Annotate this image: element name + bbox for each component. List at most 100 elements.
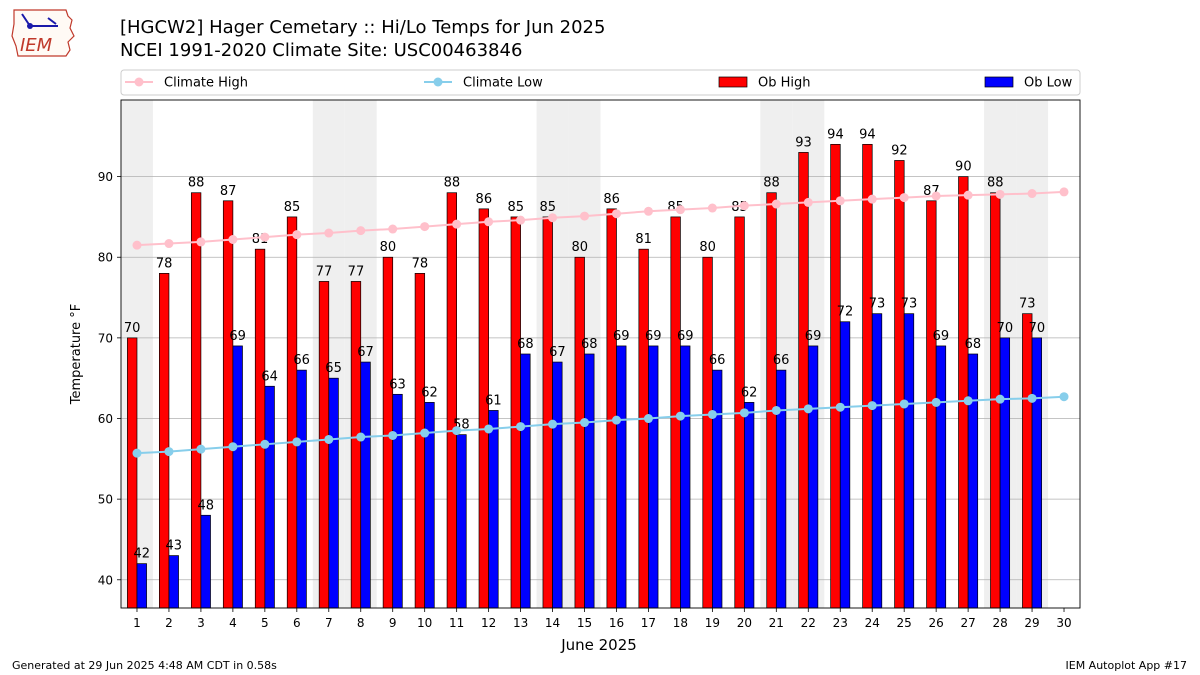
ob-low-label: 69 [229,329,246,344]
climate-low-point [356,432,366,442]
ob-low-label: 69 [933,329,950,344]
ob-high-label: 80 [571,240,588,255]
climate-high-point [1059,187,1069,197]
ob-high-label: 85 [539,200,556,215]
legend-bar-swatch [718,76,748,88]
ob-low-bar [328,377,339,609]
ob-low-label: 64 [261,369,278,384]
climate-low-point [1059,392,1069,402]
iem-logo: IEM [8,6,82,58]
climate-low-point [995,394,1005,404]
x-tick-label: 20 [737,616,752,630]
ob-high-label: 77 [348,264,365,279]
ob-high-bar [222,200,234,609]
ob-low-label: 42 [134,547,151,562]
climate-high-point [452,219,462,229]
legend-label: Ob High [758,76,811,91]
climate-high-point [867,194,877,204]
ob-low-bar [200,514,211,609]
climate-low-point [196,444,206,454]
ob-high-label: 78 [156,256,173,271]
climate-high-point [739,201,749,211]
ob-low-label: 66 [709,353,726,368]
y-tick-label: 90 [98,170,113,184]
ob-low-label: 68 [581,337,598,352]
climate-high-point [516,215,526,225]
page-title: [HGCW2] Hager Cemetary :: Hi/Lo Temps fo… [120,17,606,38]
legend-bar-swatch [984,76,1014,88]
ob-low-label: 70 [1029,321,1046,336]
legend-marker [433,77,443,87]
x-tick-label: 12 [481,616,496,630]
ob-low-label: 69 [645,329,662,344]
climate-high-line [136,190,1065,247]
ob-high-bar [542,216,553,609]
climate-high-point [132,240,142,250]
climate-low-point [931,397,941,407]
x-tick-label: 3 [197,616,205,630]
climate-high-point [292,230,302,240]
legend-box [120,69,1081,96]
ob-high-label: 73 [1019,297,1036,312]
climate-high-point [324,228,334,238]
climate-high-point [835,196,845,206]
ob-low-label: 69 [677,329,694,344]
x-tick-label: 1 [133,616,141,630]
x-tick-label: 15 [577,616,592,630]
climate-low-point [548,419,558,429]
y-tick-label: 80 [98,251,113,265]
x-tick-label: 23 [833,616,848,630]
x-tick-label: 25 [897,616,912,630]
ob-low-bar [967,353,979,609]
ob-low-label: 73 [901,297,918,312]
ob-high-label: 87 [220,184,237,199]
ob-high-label: 94 [827,127,844,142]
x-tick-label: 5 [261,616,269,630]
ob-high-bar [190,192,202,609]
ob-low-bar [296,369,307,609]
climate-low-point [452,426,462,436]
legend-marker [134,77,144,87]
climate-low-point [643,414,653,424]
ob-low-bar [264,385,275,609]
climate-low-point [132,448,142,458]
chart-legend: Climate High Climate Low Ob High Ob Low [120,69,1081,96]
x-tick-label: 9 [389,616,397,630]
ob-high-bar [159,273,170,609]
ob-low-label: 66 [773,353,790,368]
ob-high-bar [127,337,138,609]
logo-text: IEM [20,35,53,56]
ob-low-label: 69 [613,329,630,344]
climate-low-point [803,404,813,414]
climate-high-point [643,206,653,216]
iem-logo-icon: IEM [11,9,75,57]
climate-high-point [228,234,238,244]
climate-low-point [164,447,174,457]
ob-high-bar [510,216,521,609]
ob-high-label: 88 [188,176,205,191]
climate-high-point [803,197,813,207]
ob-low-bar [552,361,563,609]
ob-high-label: 86 [476,192,493,207]
x-tick-label: 24 [865,616,880,630]
climate-high-point [707,203,717,213]
climate-low-point [420,428,430,438]
climate-high-point [899,193,909,203]
x-tick-label: 10 [417,616,432,630]
ob-low-bar [168,555,179,609]
ob-high-bar [830,143,841,609]
ob-high-bar [766,192,777,609]
generated-note: Generated at 29 Jun 2025 4:48 AM CDT in … [12,659,277,672]
climate-high-point [420,222,430,232]
ob-low-bar [775,369,787,609]
x-tick-label: 29 [1024,616,1039,630]
climate-high-point [196,237,206,247]
climate-low-point [388,430,398,440]
ob-low-bar [871,313,883,609]
ob-low-bar [712,369,723,609]
climate-high-point [548,213,558,223]
climate-low-point [963,396,973,406]
ob-high-bar [958,176,969,609]
ob-low-bar [903,313,915,609]
